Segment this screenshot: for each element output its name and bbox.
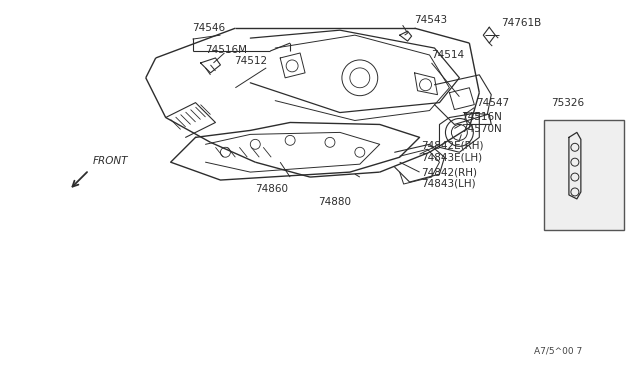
Text: 74761B: 74761B [501, 18, 541, 28]
Text: 75326: 75326 [551, 97, 584, 108]
Text: 74514: 74514 [431, 50, 465, 60]
Text: 74842(RH): 74842(RH) [422, 167, 477, 177]
Bar [544, 121, 623, 230]
Text: 74546: 74546 [193, 23, 226, 33]
Text: FRONT: FRONT [93, 156, 129, 166]
Text: 74860: 74860 [255, 184, 288, 194]
Text: 74843(LH): 74843(LH) [422, 179, 476, 189]
Text: 74842E(RH): 74842E(RH) [422, 140, 484, 150]
Text: A7/5^00 7: A7/5^00 7 [534, 347, 582, 356]
Text: 74547: 74547 [476, 97, 509, 108]
Text: 74543: 74543 [415, 15, 448, 25]
Text: 74512: 74512 [234, 56, 268, 66]
Text: 74570N: 74570N [461, 124, 502, 134]
Text: 74516N: 74516N [461, 112, 502, 122]
Text: 74516M: 74516M [205, 45, 248, 55]
Text: 74880: 74880 [318, 197, 351, 207]
Text: 74843E(LH): 74843E(LH) [422, 152, 483, 162]
